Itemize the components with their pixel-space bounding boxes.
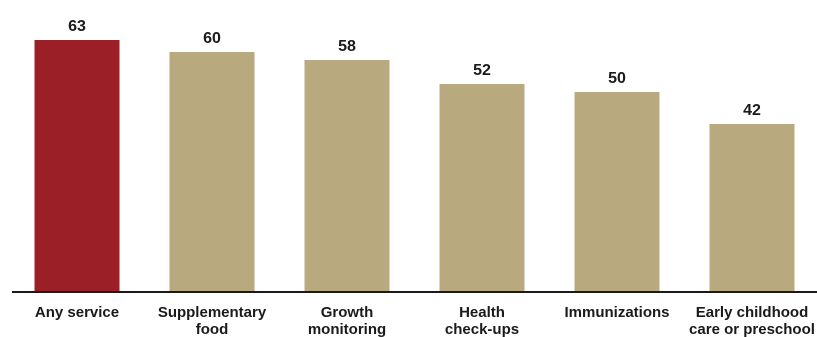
bars-group: [34, 40, 795, 292]
category-label-0-line-0: Any service: [35, 304, 119, 321]
bar-5: [709, 124, 795, 292]
category-label-1-line-1: food: [196, 321, 228, 337]
bar-1: [169, 52, 255, 292]
category-label-3-line-1: check-ups: [445, 321, 519, 337]
bar-0: [34, 40, 120, 292]
value-label-0: 63: [68, 18, 86, 35]
category-label-2-line-1: monitoring: [308, 321, 386, 337]
bar-3: [439, 84, 525, 292]
category-label-1-line-0: Supplementary: [158, 304, 267, 321]
value-label-5: 42: [743, 102, 761, 119]
value-label-1: 60: [203, 30, 221, 47]
category-label-3-line-0: Health: [459, 304, 505, 321]
category-label-5-line-0: Early childhood: [696, 304, 809, 321]
bar-4: [574, 92, 660, 292]
bar-2: [304, 60, 390, 292]
value-label-4: 50: [608, 70, 626, 87]
category-label-4-line-0: Immunizations: [564, 304, 669, 321]
category-label-5-line-1: care or preschool: [689, 321, 815, 337]
category-label-2-line-0: Growth: [321, 304, 374, 321]
value-label-3: 52: [473, 62, 491, 79]
value-label-2: 58: [338, 38, 356, 55]
